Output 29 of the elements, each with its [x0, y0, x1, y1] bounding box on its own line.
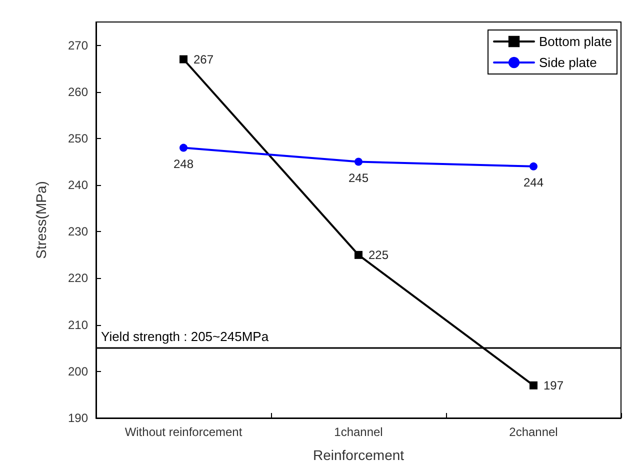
x-axis-title: Reinforcement: [312, 447, 404, 463]
y-tick-label: 230: [68, 224, 88, 239]
data-label: 245: [348, 170, 369, 185]
y-tick-label: 240: [68, 178, 88, 192]
y-tick-label: 260: [68, 84, 88, 99]
point: [530, 162, 538, 170]
x-tick-label: 2channel: [509, 425, 558, 439]
x-tick-label: 1channel: [334, 425, 383, 439]
point: [354, 250, 362, 259]
point: [530, 381, 538, 390]
legend-label: Side plate: [539, 55, 597, 70]
data-label: 197: [544, 378, 564, 392]
data-label: 267: [194, 52, 214, 66]
point: [180, 55, 188, 64]
y-tick-label: 220: [68, 271, 88, 286]
y-tick-label: 210: [68, 318, 88, 332]
legend-label: Bottom plate: [539, 34, 612, 49]
y-tick-label: 200: [68, 364, 88, 378]
y-tick-label: 270: [68, 38, 88, 52]
y-axis-title: Stress(MPa): [33, 181, 49, 259]
point: [354, 158, 362, 166]
point: [180, 144, 188, 152]
y-tick-label: 190: [68, 411, 88, 425]
data-label: 248: [173, 156, 194, 171]
y-tick-label: 250: [68, 131, 88, 146]
data-label: 244: [523, 175, 544, 190]
x-tick-label: Without reinforcement: [124, 425, 243, 439]
ref-line-label: Yield strength : 205~245MPa: [101, 329, 270, 344]
data-label: 225: [368, 248, 389, 262]
